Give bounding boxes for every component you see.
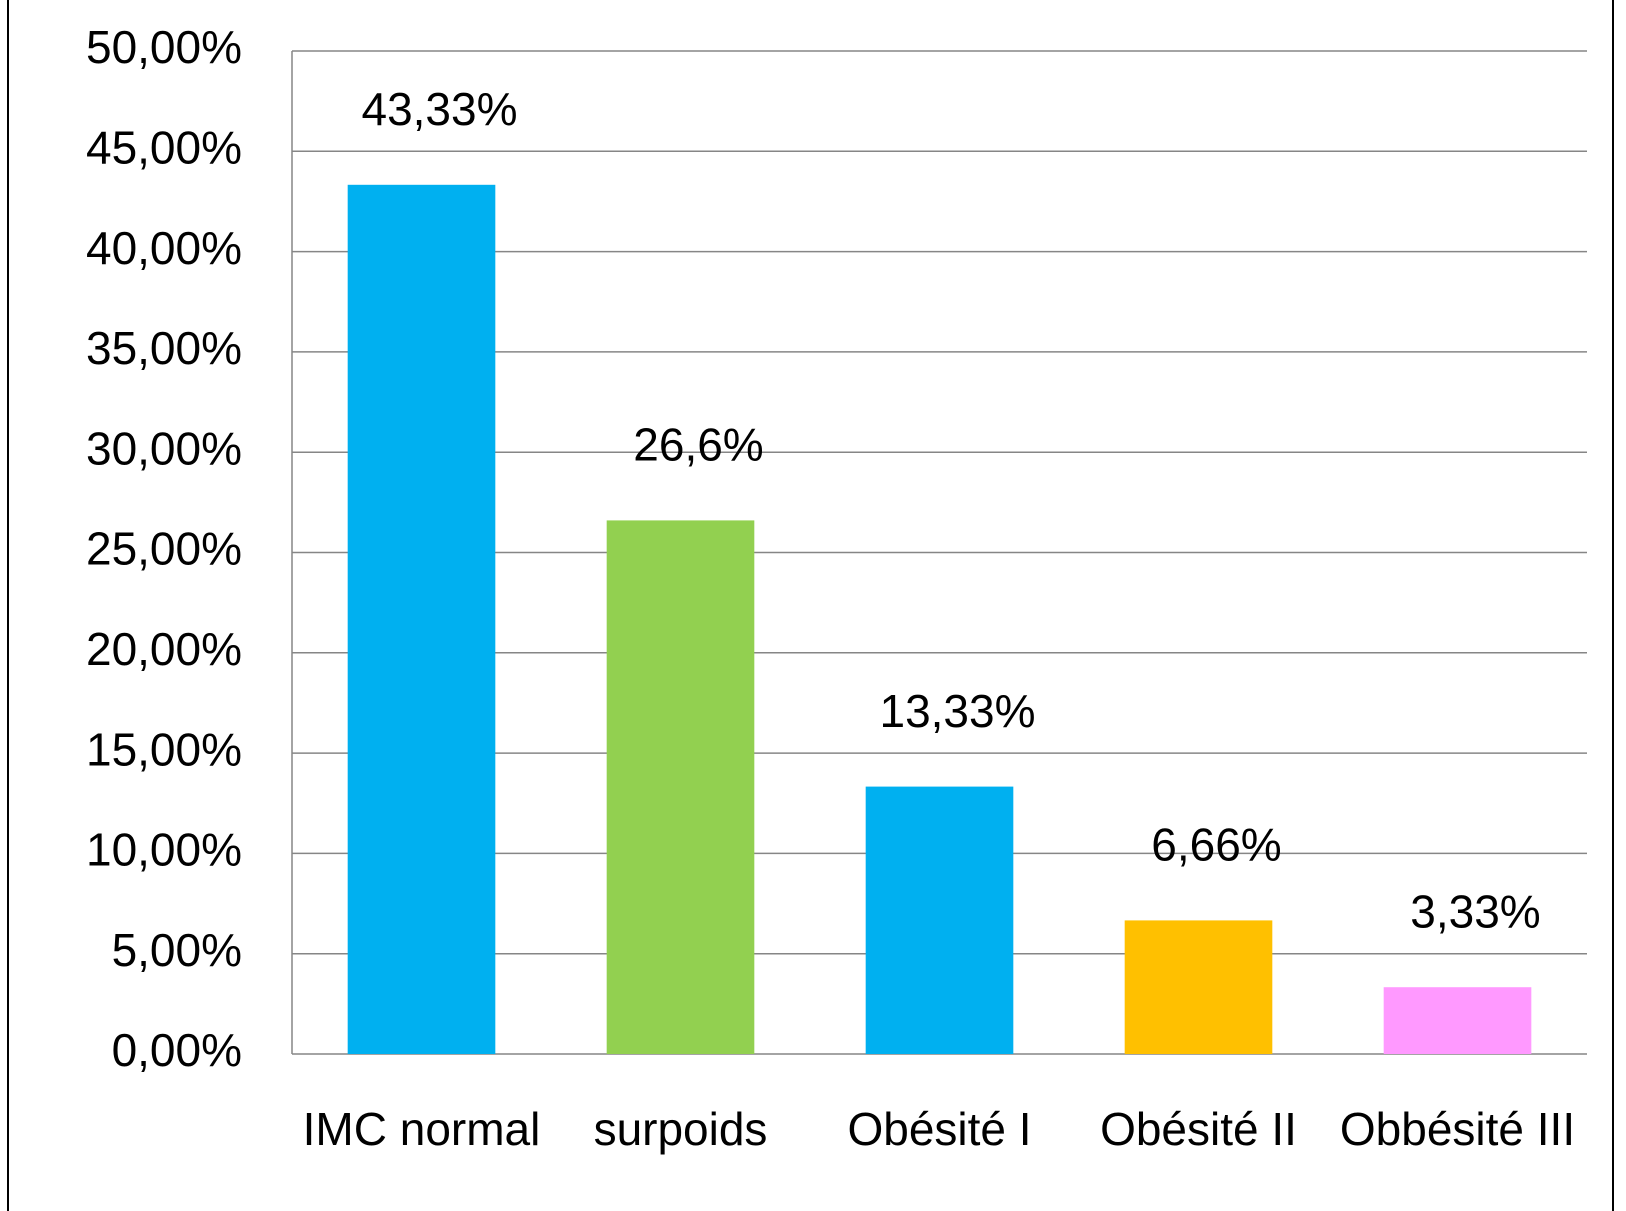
x-tick-label: Obésité I <box>847 1103 1031 1155</box>
x-tick-label: Obésité II <box>1100 1103 1297 1155</box>
y-tick-label: 10,00% <box>86 824 242 876</box>
bar <box>347 184 496 1055</box>
value-label: 3,33% <box>1410 885 1540 937</box>
value-label: 6,66% <box>1151 819 1281 871</box>
x-tick-label: IMC normal <box>303 1103 541 1155</box>
y-tick-label: 20,00% <box>86 623 242 675</box>
x-tick-label: Obbésité III <box>1340 1103 1575 1155</box>
y-tick-label: 0,00% <box>112 1024 242 1076</box>
value-label: 13,33% <box>879 685 1035 737</box>
x-tick-label: surpoids <box>594 1103 768 1155</box>
y-tick-label: 15,00% <box>86 723 242 775</box>
value-label: 26,6% <box>633 419 763 471</box>
bar <box>1124 920 1273 1054</box>
bar <box>865 786 1014 1054</box>
y-tick-label: 25,00% <box>86 523 242 575</box>
y-tick-label: 30,00% <box>86 422 242 474</box>
y-tick-label: 40,00% <box>86 222 242 274</box>
y-tick-label: 5,00% <box>112 924 242 976</box>
y-tick-label: 45,00% <box>86 121 242 173</box>
value-label: 43,33% <box>361 83 517 135</box>
y-tick-label: 50,00% <box>86 21 242 73</box>
bar <box>606 520 755 1054</box>
y-tick-label: 35,00% <box>86 322 242 374</box>
bar <box>1383 987 1532 1054</box>
